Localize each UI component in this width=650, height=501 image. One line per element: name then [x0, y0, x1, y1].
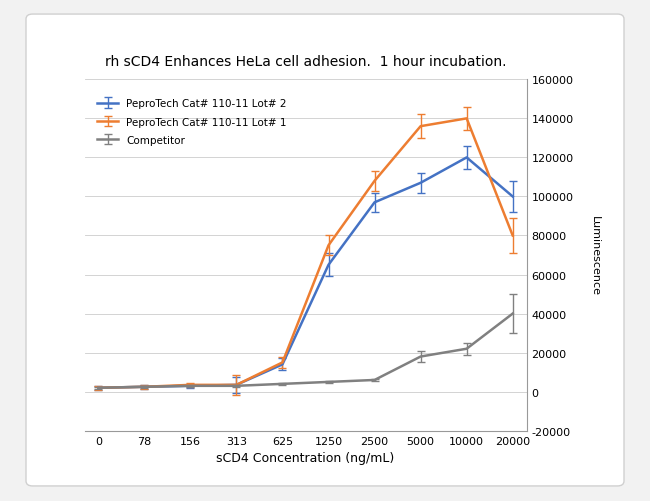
Y-axis label: Luminescence: Luminescence: [590, 215, 600, 296]
Legend: PeproTech Cat# 110-11 Lot# 2, PeproTech Cat# 110-11 Lot# 1, Competitor: PeproTech Cat# 110-11 Lot# 2, PeproTech …: [94, 96, 290, 149]
X-axis label: sCD4 Concentration (ng/mL): sCD4 Concentration (ng/mL): [216, 451, 395, 464]
Title: rh sCD4 Enhances HeLa cell adhesion.  1 hour incubation.: rh sCD4 Enhances HeLa cell adhesion. 1 h…: [105, 55, 506, 69]
